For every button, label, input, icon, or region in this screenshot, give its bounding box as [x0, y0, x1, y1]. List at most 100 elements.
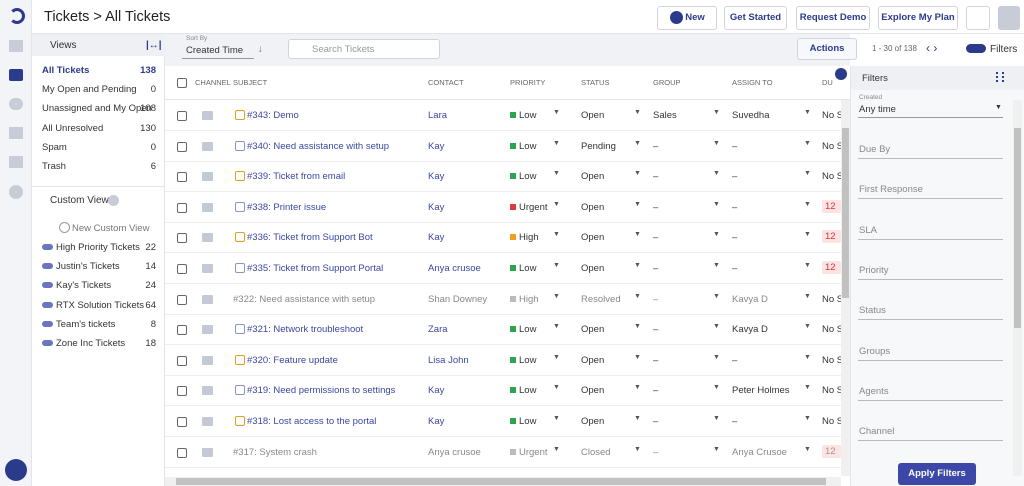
dropdown-caret[interactable]: ▼: [553, 170, 560, 178]
ticket-contact[interactable]: Shan Downey: [428, 293, 488, 305]
filters-menu[interactable]: [996, 72, 1004, 82]
ticket-priority[interactable]: High: [519, 293, 539, 305]
dropdown-caret[interactable]: ▼: [634, 445, 641, 453]
ticket-assignee[interactable]: –: [732, 201, 738, 213]
ticket-priority[interactable]: Low: [519, 110, 537, 121]
ticket-status[interactable]: Open: [581, 263, 605, 274]
ticket-group[interactable]: Sales: [653, 110, 677, 121]
filters-thumb[interactable]: [1014, 128, 1021, 328]
dropdown-caret[interactable]: ▼: [804, 323, 811, 331]
dropdown-caret[interactable]: ▼: [634, 170, 641, 178]
ticket-subject[interactable]: #319: Need permissions to settings: [247, 385, 396, 397]
ticket-subject[interactable]: #340: Need assistance with setup: [247, 140, 390, 152]
logo[interactable]: [9, 8, 25, 24]
sort-dir[interactable]: ↓: [258, 44, 263, 55]
ticket-status[interactable]: Open: [581, 385, 605, 397]
dropdown-caret[interactable]: ▼: [713, 109, 720, 116]
dropdown-caret[interactable]: ▼: [804, 170, 811, 178]
new-custom-view[interactable]: New Custom View: [72, 223, 150, 234]
ticket-assignee[interactable]: –: [732, 232, 738, 244]
ticket-priority[interactable]: Low: [519, 324, 537, 336]
header-button[interactable]: New: [657, 6, 717, 30]
row-checkbox[interactable]: [177, 417, 187, 427]
ticket-contact[interactable]: Zara: [428, 324, 448, 336]
ticket-priority[interactable]: Low: [519, 354, 537, 366]
view-item[interactable]: My Open and Pending: [42, 84, 137, 96]
ticket-priority[interactable]: Urgent: [519, 446, 548, 458]
ticket-subject[interactable]: #322: Need assistance with setup: [233, 293, 376, 305]
dropdown-caret[interactable]: ▼: [553, 353, 560, 361]
dropdown-caret[interactable]: ▼: [713, 292, 720, 300]
row-checkbox[interactable]: [177, 202, 187, 213]
ticket-status[interactable]: Open: [581, 232, 605, 244]
filter-field[interactable]: Status: [859, 305, 886, 317]
dropdown-caret[interactable]: ▼: [553, 262, 560, 269]
contacts-icon[interactable]: [9, 98, 23, 110]
ticket-contact[interactable]: Lisa John: [428, 354, 469, 366]
ticket-assignee[interactable]: Peter Holmes: [732, 385, 790, 397]
header-button[interactable]: Explore My Plan: [878, 6, 958, 30]
ticket-group[interactable]: –: [653, 446, 659, 458]
row-checkbox[interactable]: [177, 172, 187, 183]
page-arrows[interactable]: ‹ ›: [926, 41, 938, 55]
dropdown-caret[interactable]: ▼: [634, 200, 641, 208]
ticket-assignee[interactable]: Anya Crusoe: [732, 446, 787, 458]
dropdown-caret[interactable]: ▼: [634, 109, 641, 116]
column-header[interactable]: PRIORITY: [510, 78, 546, 87]
column-header[interactable]: GROUP: [653, 78, 681, 87]
column-header[interactable]: CONTACT: [428, 78, 464, 87]
dropdown-caret[interactable]: ▼: [713, 262, 720, 269]
ticket-group[interactable]: –: [653, 416, 659, 427]
dropdown-caret[interactable]: ▼: [634, 292, 641, 300]
ticket-priority[interactable]: Urgent: [519, 201, 548, 213]
ticket-priority[interactable]: Low: [519, 171, 537, 183]
dropdown-caret[interactable]: ▼: [804, 445, 811, 453]
dropdown-caret[interactable]: ▼: [553, 445, 560, 453]
custom-view-item[interactable]: High Priority Tickets: [56, 242, 140, 253]
custom-view-item[interactable]: Justin's Tickets: [56, 261, 120, 273]
dropdown-caret[interactable]: ▼: [995, 104, 1002, 111]
ticket-group[interactable]: –: [653, 232, 659, 244]
ticket-priority[interactable]: Low: [519, 263, 537, 274]
ticket-subject[interactable]: #336: Ticket from Support Bot: [247, 232, 373, 244]
dropdown-caret[interactable]: ▼: [804, 109, 811, 116]
toggle[interactable]: [966, 44, 986, 53]
custom-view-item[interactable]: RTX Solution Tickets: [56, 299, 145, 311]
dropdown-caret[interactable]: ▼: [713, 384, 720, 392]
home-icon[interactable]: [9, 40, 23, 52]
ticket-status[interactable]: Pending: [581, 140, 616, 152]
header-button[interactable]: Get Started: [724, 6, 787, 30]
ticket-contact[interactable]: Lara: [428, 110, 448, 121]
views-heading[interactable]: Views: [50, 40, 77, 51]
ticket-priority[interactable]: Low: [519, 416, 537, 427]
apply-filters[interactable]: Apply Filters: [898, 463, 976, 485]
row-checkbox[interactable]: [177, 264, 187, 274]
ticket-subject[interactable]: #320: Feature update: [247, 354, 338, 366]
reports-icon[interactable]: [9, 156, 23, 168]
dropdown-caret[interactable]: ▼: [634, 323, 641, 331]
dropdown-caret[interactable]: ▼: [713, 139, 720, 147]
dropdown-caret[interactable]: ▼: [713, 231, 720, 239]
ticket-status[interactable]: Open: [581, 110, 605, 121]
dropdown-caret[interactable]: ▼: [634, 262, 641, 269]
ticket-status[interactable]: Resolved: [581, 293, 621, 305]
column-header[interactable]: STATUS: [581, 78, 610, 87]
created-value[interactable]: Any time: [859, 104, 896, 115]
ticket-assignee[interactable]: Kavya D: [732, 324, 768, 336]
kb-icon[interactable]: [9, 127, 23, 139]
dropdown-caret[interactable]: ▼: [713, 353, 720, 361]
dropdown-caret[interactable]: ▼: [553, 200, 560, 208]
ticket-contact[interactable]: Kay: [428, 201, 445, 213]
dropdown-caret[interactable]: ▼: [634, 415, 641, 422]
ticket-assignee[interactable]: –: [732, 171, 738, 183]
custom-heading[interactable]: Custom Views: [50, 195, 114, 206]
ticket-group[interactable]: –: [653, 354, 659, 366]
h-thumb[interactable]: [176, 478, 826, 485]
ticket-subject[interactable]: #321: Network troubleshoot: [247, 324, 364, 336]
view-item[interactable]: Spam: [42, 141, 67, 153]
dropdown-caret[interactable]: ▼: [804, 231, 811, 239]
ticket-contact[interactable]: Kay: [428, 416, 445, 427]
ticket-assignee[interactable]: –: [732, 354, 738, 366]
ticket-status[interactable]: Closed: [581, 446, 611, 458]
dropdown-caret[interactable]: ▼: [553, 384, 560, 392]
